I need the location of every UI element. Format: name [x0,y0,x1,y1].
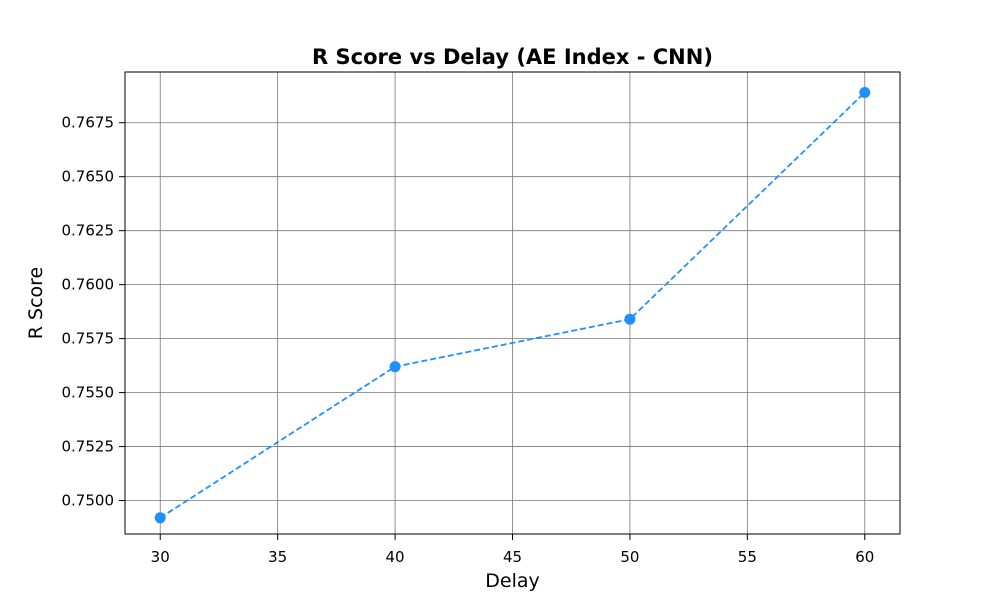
x-tick-label: 60 [855,548,874,566]
y-tick-label: 0.7575 [62,330,115,348]
data-point [389,361,401,373]
x-tick-label: 30 [151,548,170,566]
y-tick-label: 0.7650 [62,168,115,186]
grid-layer [125,72,900,534]
y-tick-label: 0.7625 [62,222,115,240]
y-tick-label: 0.7525 [62,438,115,456]
data-point [624,313,636,325]
x-axis-label: Delay [485,570,540,592]
x-tick-label: 45 [503,548,522,566]
y-tick-label: 0.7675 [62,114,115,132]
x-tick-label: 55 [738,548,757,566]
data-point [859,87,871,99]
y-tick-label: 0.7600 [62,276,115,294]
x-tick-label: 35 [268,548,287,566]
y-axis-label: R Score [25,267,47,339]
x-tick-label: 50 [620,548,639,566]
series-line [159,91,866,519]
x-tick-label: 40 [386,548,405,566]
series-layer [154,87,871,524]
y-tick-label: 0.7550 [62,384,115,402]
y-tick-label: 0.7500 [62,492,115,510]
data-point [154,512,166,524]
chart-title: R Score vs Delay (AE Index - CNN) [312,45,713,69]
tick-layer: 30 35 40 45 50 55 60 0.7500 0.7525 0.7550 0.7575 0.… [62,114,875,566]
